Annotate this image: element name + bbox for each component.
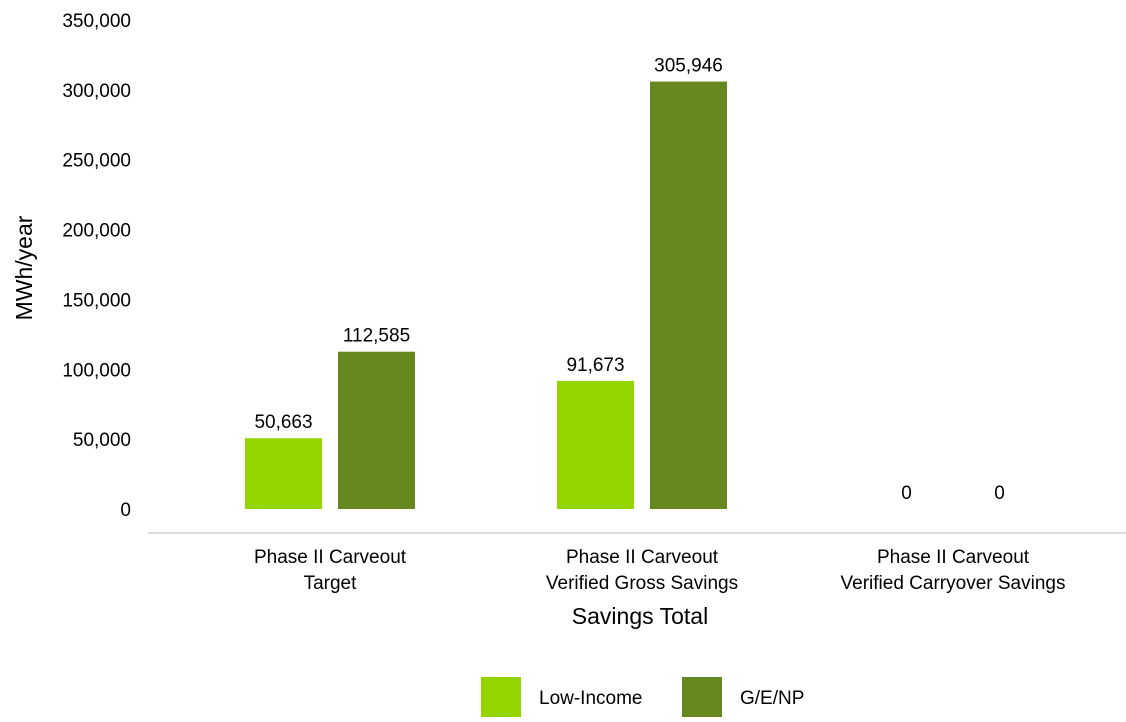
y-tick-label: 100,000 bbox=[62, 360, 131, 381]
bar-low-income bbox=[557, 380, 634, 509]
data-label: 50,663 bbox=[254, 412, 312, 433]
x-axis-title: Savings Total bbox=[572, 603, 708, 629]
bar-low-income bbox=[245, 438, 322, 509]
y-tick-label: 350,000 bbox=[62, 11, 131, 32]
y-tick-label: 200,000 bbox=[62, 221, 131, 242]
category-labels: Phase II Carveout Target Phase II Carveout… bbox=[254, 547, 1066, 594]
category-label: Target bbox=[304, 573, 358, 594]
data-label: 91,673 bbox=[566, 355, 624, 376]
y-axis-title: MWh/year bbox=[11, 215, 37, 320]
bars bbox=[245, 81, 727, 509]
bar-g-e-np bbox=[338, 351, 415, 509]
data-label: 0 bbox=[901, 483, 912, 504]
data-label: 112,585 bbox=[343, 326, 410, 347]
y-tick-label: 0 bbox=[120, 500, 131, 521]
y-tick-label: 50,000 bbox=[73, 430, 131, 451]
data-labels: 50,663 91,673 0 112,585 305,946 0 bbox=[254, 56, 1004, 504]
y-axis-ticks: 0 50,000 100,000 150,000 200,000 250,000 300,0… bbox=[62, 11, 131, 521]
legend-swatch bbox=[682, 677, 722, 717]
category-label: Verified Carryover Savings bbox=[841, 573, 1066, 594]
y-tick-label: 250,000 bbox=[62, 151, 131, 172]
legend-label: G/E/NP bbox=[740, 688, 804, 709]
category-label: Phase II Carveout bbox=[254, 547, 407, 568]
y-tick-label: 300,000 bbox=[62, 81, 131, 102]
legend: Low-Income G/E/NP bbox=[481, 677, 804, 717]
legend-label: Low-Income bbox=[539, 688, 643, 709]
category-label: Phase II Carveout bbox=[566, 547, 719, 568]
category-label: Verified Gross Savings bbox=[546, 573, 738, 594]
category-label: Phase II Carveout bbox=[877, 547, 1030, 568]
legend-swatch bbox=[481, 677, 521, 717]
data-label: 0 bbox=[994, 483, 1005, 504]
y-tick-label: 150,000 bbox=[62, 290, 131, 311]
bar-g-e-np bbox=[650, 81, 727, 509]
data-label: 305,946 bbox=[654, 56, 723, 77]
